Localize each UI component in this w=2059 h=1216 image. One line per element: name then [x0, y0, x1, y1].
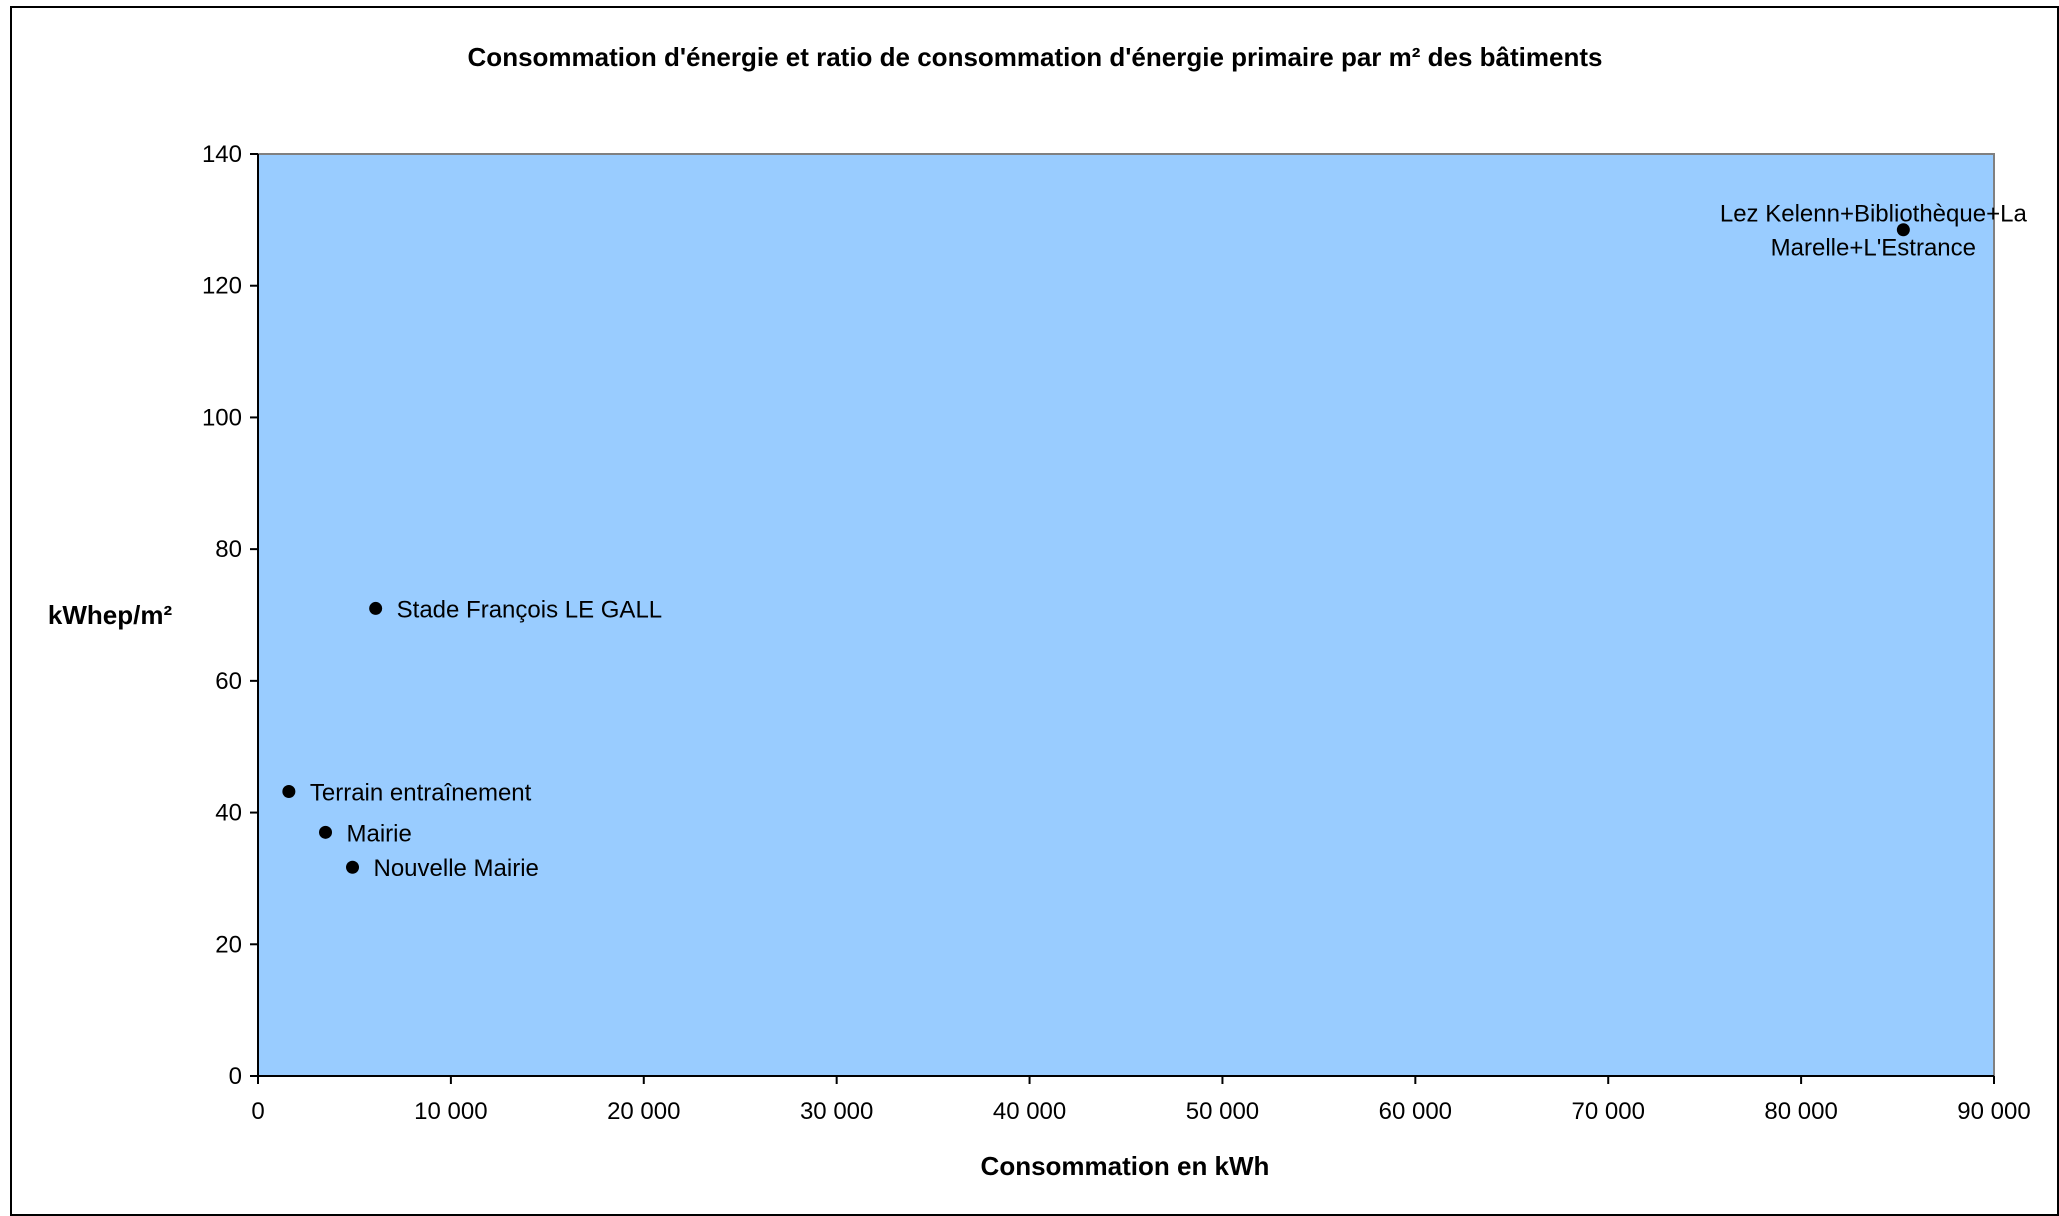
- point-marker: [282, 784, 296, 798]
- y-tick-label: 0: [229, 1063, 242, 1090]
- data-point: Nouvelle Mairie: [346, 855, 539, 882]
- y-tick-label: 80: [215, 536, 242, 563]
- point-label: Terrain entraînement: [310, 779, 532, 806]
- x-tick-label: 0: [251, 1098, 264, 1125]
- x-tick-label: 10 000: [414, 1098, 487, 1125]
- point-marker: [1896, 223, 1910, 237]
- point-marker: [346, 860, 360, 874]
- x-tick-label: 90 000: [1957, 1098, 2030, 1125]
- point-label: Stade François LE GALL: [397, 596, 662, 623]
- data-points: Lez Kelenn+Bibliothèque+La Marelle+L'Estr…: [282, 201, 2027, 882]
- x-tick-label: 40 000: [993, 1098, 1066, 1125]
- y-tick-label: 60: [215, 668, 242, 695]
- axes: [250, 153, 1995, 1084]
- x-tick-label: 60 000: [1379, 1098, 1452, 1125]
- x-tick-label: 80 000: [1764, 1098, 1837, 1125]
- data-point: Terrain entraînement: [282, 779, 532, 806]
- y-tick-label: 140: [202, 141, 242, 168]
- point-marker: [369, 601, 383, 615]
- y-axis-title: kWhep/m²: [48, 600, 173, 630]
- point-label: Lez Kelenn+Bibliothèque+La Marelle+L'Estr…: [1720, 201, 2028, 262]
- y-tick-label: 20: [215, 931, 242, 958]
- point-label: Nouvelle Mairie: [374, 855, 539, 882]
- chart-title: Consommation d'énergie et ratio de conso…: [468, 42, 1603, 72]
- point-marker: [319, 825, 333, 839]
- y-tick-label: 120: [202, 273, 242, 300]
- tick-labels: 0 20 40 60 80 100 120 140 0 10 000 20 000 30 000 40 …: [202, 141, 2031, 1125]
- y-tick-label: 100: [202, 404, 242, 431]
- x-tick-label: 50 000: [1186, 1098, 1259, 1125]
- x-tick-label: 20 000: [607, 1098, 680, 1125]
- x-axis-title: Consommation en kWh: [981, 1151, 1270, 1181]
- y-tick-label: 40: [215, 800, 242, 827]
- plot-area: [257, 153, 1995, 1077]
- data-point: Mairie: [319, 820, 412, 847]
- point-label: Mairie: [347, 820, 412, 847]
- x-tick-label: 70 000: [1572, 1098, 1645, 1125]
- data-point: Lez Kelenn+Bibliothèque+La Marelle+L'Estr…: [1720, 201, 2028, 262]
- data-point: Stade François LE GALL: [369, 596, 662, 623]
- x-tick-label: 30 000: [800, 1098, 873, 1125]
